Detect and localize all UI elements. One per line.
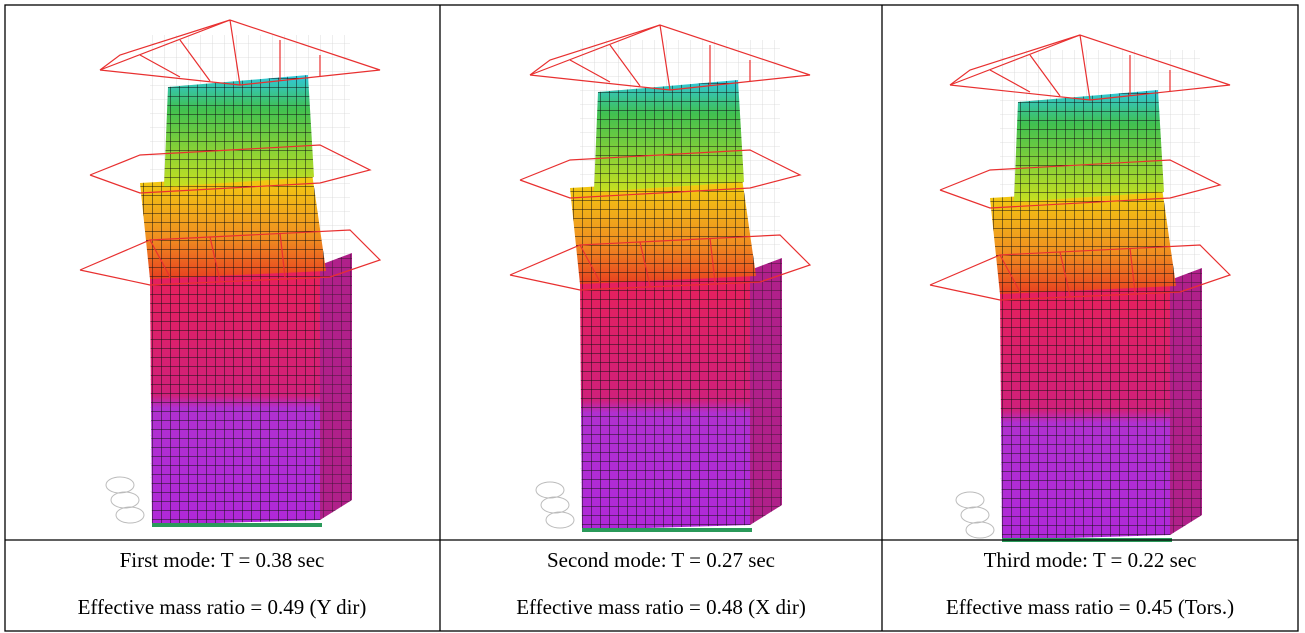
mode-caption: Third mode: T = 0.22 sec — [984, 548, 1197, 572]
mode-caption: First mode: T = 0.38 sec — [120, 548, 325, 572]
figure-table: First mode: T = 0.38 sec Effective mass … — [0, 0, 1305, 633]
mode-caption: Second mode: T = 0.27 sec — [547, 548, 775, 572]
mass-caption: Effective mass ratio = 0.45 (Tors.) — [946, 595, 1234, 619]
mass-caption: Effective mass ratio = 0.49 (Y dir) — [78, 595, 367, 619]
mode-shape-2 — [510, 25, 810, 532]
page: {"panels": [ {"mode": "First mode: T = 0… — [0, 0, 1305, 633]
mode-shape-1 — [80, 20, 380, 527]
mode-shape-3 — [930, 35, 1230, 542]
mass-caption: Effective mass ratio = 0.48 (X dir) — [516, 595, 806, 619]
